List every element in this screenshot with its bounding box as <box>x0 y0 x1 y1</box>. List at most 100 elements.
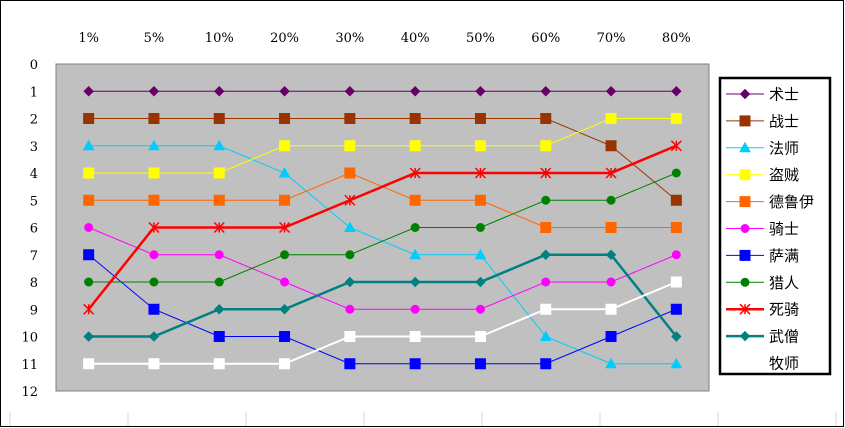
legend-label: 死骑 <box>769 301 799 319</box>
data-point-marker <box>344 86 356 97</box>
data-point-marker <box>739 357 751 369</box>
x-tick-label: 5% <box>144 31 165 46</box>
data-point-marker <box>539 330 552 341</box>
series-group <box>84 223 681 314</box>
data-point-marker <box>541 277 551 287</box>
x-tick-label: 30% <box>335 31 364 46</box>
data-point-marker <box>739 249 751 261</box>
data-point-marker <box>213 194 225 206</box>
data-point-marker <box>214 304 225 315</box>
data-point-marker <box>671 86 682 97</box>
data-point-marker <box>409 113 421 124</box>
x-tick-label: 20% <box>270 31 299 46</box>
data-point-marker <box>474 113 486 124</box>
data-point-marker <box>475 86 486 97</box>
legend-label: 法师 <box>769 139 799 157</box>
series-group <box>83 249 682 342</box>
data-point-marker <box>739 141 751 153</box>
data-point-marker <box>83 194 95 206</box>
data-point-marker <box>409 167 421 179</box>
data-point-marker <box>605 140 617 152</box>
data-point-marker <box>214 277 224 287</box>
data-point-marker <box>83 358 95 370</box>
data-point-marker <box>605 249 617 260</box>
data-point-marker <box>739 196 751 208</box>
legend-box <box>718 76 832 376</box>
data-point-marker <box>409 331 421 342</box>
x-tick-label: 50% <box>466 31 495 46</box>
data-point-marker <box>83 113 95 124</box>
data-point-marker <box>474 331 486 342</box>
data-point-marker <box>409 86 421 97</box>
data-point-marker <box>279 358 291 370</box>
legend-entry: 盗贼 <box>726 166 799 184</box>
data-point-marker <box>83 86 94 97</box>
data-point-marker <box>475 223 485 232</box>
data-point-marker <box>409 194 421 206</box>
data-point-marker <box>278 166 291 178</box>
data-point-marker <box>671 331 682 342</box>
data-point-marker <box>739 88 751 100</box>
legend-label: 术士 <box>769 86 799 104</box>
data-point-marker <box>83 167 95 179</box>
y-tick-label: 6 <box>30 222 38 237</box>
data-point-marker <box>475 276 486 288</box>
data-point-marker <box>148 331 160 342</box>
data-point-marker <box>670 303 682 315</box>
data-point-marker <box>279 194 291 206</box>
legend-entry: 战士 <box>726 112 799 130</box>
series-layer <box>82 86 683 370</box>
data-point-marker <box>605 303 617 315</box>
legend-label: 牧师 <box>769 355 799 373</box>
legend-entry: 牧师 <box>726 355 799 373</box>
data-point-marker <box>148 303 160 315</box>
y-tick-label: 0 <box>30 58 38 73</box>
data-point-marker <box>540 113 552 124</box>
data-point-marker <box>148 113 160 124</box>
data-point-marker <box>213 113 225 124</box>
data-point-marker <box>541 195 551 205</box>
data-point-marker <box>540 86 551 97</box>
data-point-marker <box>409 276 421 288</box>
data-point-marker <box>83 249 95 261</box>
data-point-marker <box>605 357 617 369</box>
data-point-marker <box>344 113 356 124</box>
legend-label: 盗贼 <box>769 166 799 184</box>
data-point-marker <box>670 276 682 288</box>
data-point-marker <box>345 304 355 314</box>
data-point-marker <box>670 357 683 369</box>
data-point-marker <box>474 140 486 152</box>
data-point-marker <box>606 195 616 205</box>
series-line <box>87 144 677 311</box>
x-tick-labels: 1% 5% 10% 20% 30% 40% 50% 60% 70% 80% <box>78 31 690 46</box>
legend-entry: 术士 <box>726 86 799 104</box>
data-point-marker <box>344 331 356 342</box>
data-point-marker <box>214 86 225 97</box>
data-point-marker <box>474 248 487 260</box>
legend-label: 战士 <box>769 112 799 130</box>
series-group <box>83 276 682 370</box>
data-point-marker <box>605 222 617 233</box>
data-point-marker <box>279 304 290 315</box>
data-point-marker <box>213 221 225 234</box>
data-point-marker <box>410 223 420 232</box>
data-point-marker <box>148 86 160 97</box>
y-tick-label: 4 <box>30 167 38 182</box>
data-point-marker <box>605 113 617 124</box>
data-point-marker <box>740 277 750 287</box>
data-point-marker <box>409 140 421 152</box>
legend-entry: 猎人 <box>726 274 799 292</box>
data-point-marker <box>344 358 356 370</box>
legend-entry: 德鲁伊 <box>726 193 814 211</box>
legend-entry: 法师 <box>726 139 799 157</box>
data-point-marker <box>739 303 751 315</box>
data-point-marker <box>148 167 160 179</box>
data-point-marker <box>540 303 552 315</box>
data-point-marker <box>409 358 421 370</box>
data-point-marker <box>474 358 486 370</box>
data-point-marker <box>670 113 682 124</box>
legend-label: 骑士 <box>769 220 799 238</box>
